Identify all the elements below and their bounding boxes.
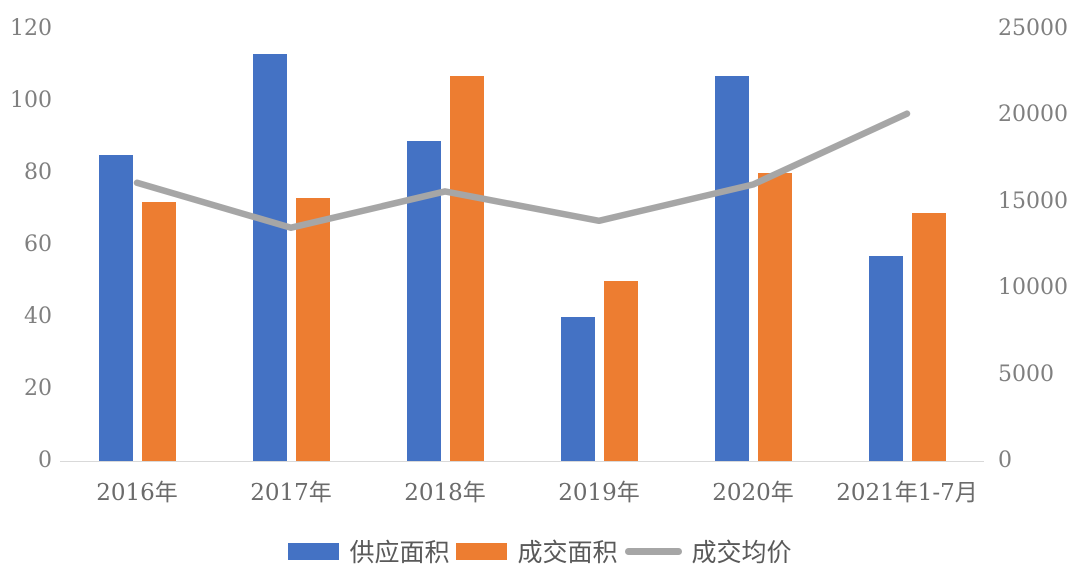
bar-series1-cat0 [141, 201, 176, 461]
legend-label-transaction-area: 成交面积 [517, 538, 618, 567]
bar-series1-cat4 [757, 173, 792, 461]
legend-swatch-transaction-area [456, 542, 508, 560]
y-left-tick-0: 0 [38, 448, 52, 473]
y-axis-right: 0 5000 10000 15000 20000 25000 [998, 0, 1078, 569]
bar-series1-cat2 [449, 75, 484, 461]
bar-series1-cat1 [295, 198, 330, 461]
legend-label-supply-area: 供应面积 [349, 538, 450, 567]
bar-series0-cat2 [406, 140, 441, 461]
y-right-tick-5000: 5000 [998, 361, 1054, 387]
y-left-tick-100: 100 [10, 88, 52, 113]
x-category-label-5: 2021年1-7月 [836, 480, 978, 506]
x-category-label-3: 2019年 [558, 480, 640, 506]
y-left-tick-60: 60 [24, 232, 52, 257]
y-right-tick-0: 0 [998, 448, 1012, 473]
legend-swatch-supply-area [288, 542, 340, 560]
y-left-tick-80: 80 [24, 160, 52, 185]
legend-swatch-average-price [624, 547, 682, 555]
legend: 供应面积 成交面积 成交均价 [0, 533, 1080, 569]
bar-series0-cat0 [98, 155, 133, 461]
plot-area [60, 29, 984, 462]
bar-series1-cat3 [603, 281, 638, 461]
bar-series0-cat3 [560, 317, 595, 461]
legend-item-supply-area: 供应面积 [288, 533, 449, 569]
x-category-label-2: 2018年 [404, 480, 486, 506]
x-category-label-1: 2017年 [250, 480, 332, 506]
y-right-tick-15000: 15000 [998, 188, 1068, 214]
y-right-tick-10000: 10000 [998, 275, 1068, 301]
y-left-tick-40: 40 [24, 304, 52, 329]
x-category-label-4: 2020年 [712, 480, 794, 506]
legend-item-transaction-area: 成交面积 [456, 533, 618, 569]
y-right-tick-20000: 20000 [998, 102, 1068, 128]
y-right-tick-25000: 25000 [998, 16, 1068, 41]
bar-series0-cat5 [868, 255, 903, 461]
legend-label-average-price: 成交均价 [691, 538, 792, 567]
y-left-tick-20: 20 [24, 376, 52, 401]
x-category-label-0: 2016年 [96, 480, 178, 506]
bar-series0-cat1 [252, 54, 287, 461]
y-left-tick-120: 120 [10, 16, 52, 41]
legend-item-average-price: 成交均价 [624, 533, 792, 569]
y-axis-left: 0 20 40 60 80 100 120 [0, 0, 52, 569]
bar-series0-cat4 [714, 75, 749, 461]
bar-series1-cat5 [911, 212, 946, 461]
